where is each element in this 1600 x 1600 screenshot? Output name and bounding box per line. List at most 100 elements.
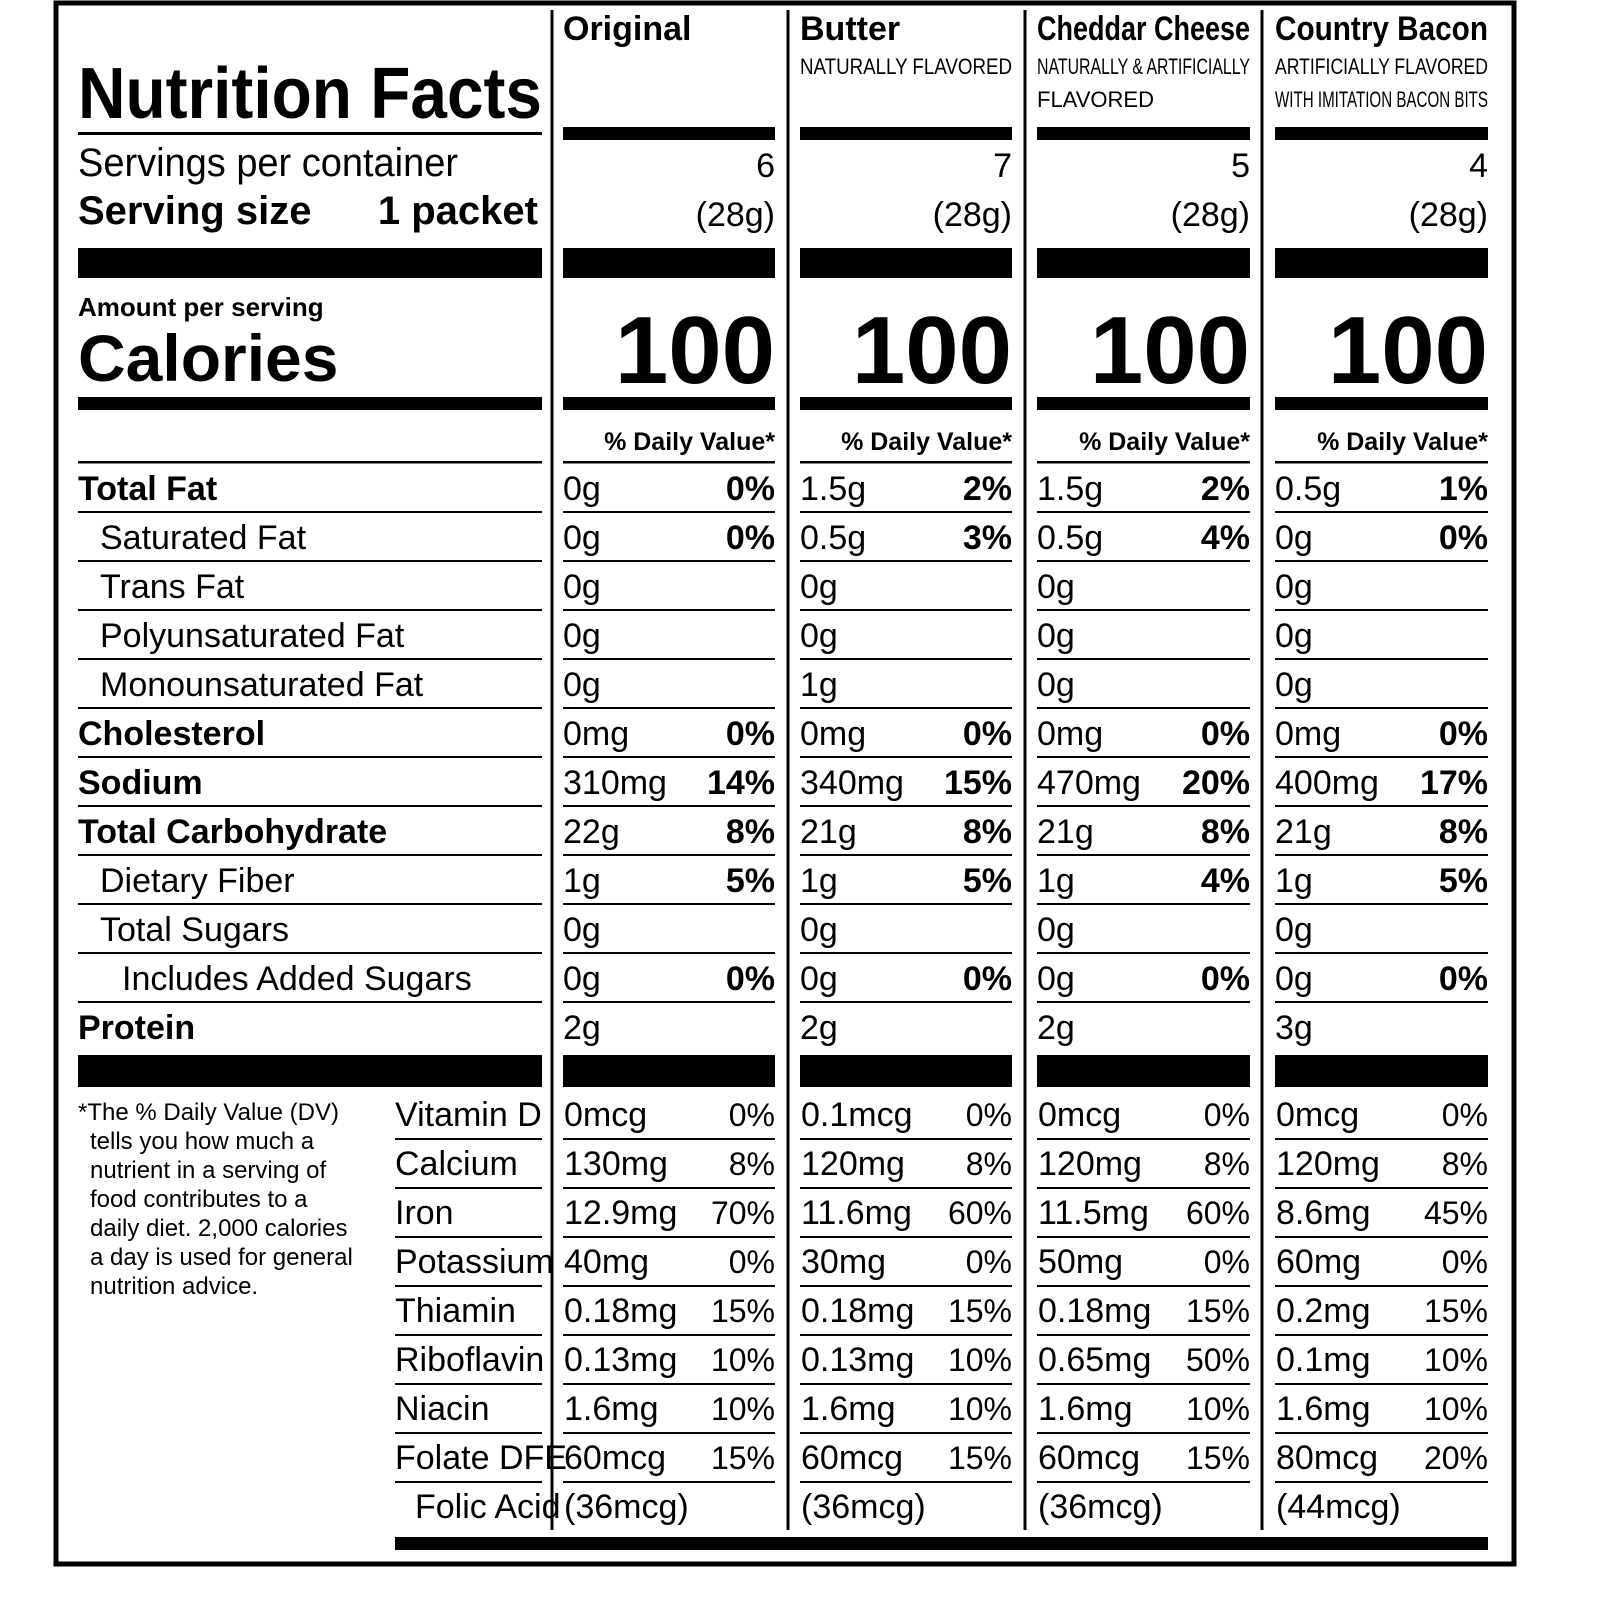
servings-label: Servings per container: [78, 141, 458, 185]
amount: 0mg: [1037, 715, 1103, 753]
row-rule: [800, 511, 1012, 513]
amount: 340mg: [800, 764, 904, 802]
thick-bar: [800, 397, 1012, 410]
vitamin-label: Potassium: [395, 1243, 554, 1281]
amount: 1.6mg: [1038, 1390, 1133, 1428]
vitamin-label: Vitamin D: [395, 1096, 542, 1134]
row-rule: [563, 1383, 775, 1385]
amount: 0mcg: [1038, 1096, 1121, 1134]
thick-bar: [1037, 127, 1250, 140]
daily-value: 10%: [1424, 1391, 1488, 1427]
vitamin-label: Niacin: [395, 1390, 489, 1428]
row-rule: [78, 756, 542, 758]
row-rule: [395, 1432, 542, 1434]
row-rule: [563, 1001, 775, 1003]
row-rule: [395, 1481, 542, 1483]
column-name: Original: [563, 10, 691, 48]
thick-bar: [78, 1055, 542, 1087]
daily-value: 5%: [726, 862, 775, 900]
daily-value: 0%: [1204, 1097, 1250, 1133]
thick-bar: [1275, 397, 1488, 410]
amount: 0mg: [800, 715, 866, 753]
column-name: Cheddar Cheese: [1037, 10, 1250, 48]
daily-value: 3%: [963, 519, 1012, 557]
daily-value: 10%: [948, 1342, 1012, 1378]
amount: 0g: [800, 911, 838, 949]
amount: 0.65mg: [1038, 1341, 1151, 1379]
dv-header: % Daily Value*: [604, 428, 775, 456]
thick-bar: [1275, 248, 1488, 278]
thick-bar: [1275, 1055, 1488, 1087]
row-rule: [1275, 560, 1488, 562]
row-rule: [1275, 658, 1488, 660]
daily-value: 0%: [966, 1244, 1012, 1280]
amount: 0.18mg: [564, 1292, 677, 1330]
servings: 4: [1469, 147, 1488, 185]
amount: 30mg: [801, 1243, 886, 1281]
footnote: nutrition advice.: [90, 1273, 258, 1300]
amount: 12.9mg: [564, 1194, 677, 1232]
amount: (36mcg): [564, 1488, 689, 1526]
amount: 1g: [1037, 862, 1075, 900]
rule: [78, 461, 542, 464]
row-rule: [1037, 1001, 1250, 1003]
daily-value: 0%: [726, 715, 775, 753]
row-rule: [1275, 1138, 1488, 1140]
daily-value: 4%: [1201, 862, 1250, 900]
amount: 2g: [1037, 1009, 1075, 1047]
amount: 120mg: [801, 1145, 905, 1183]
row-rule: [1037, 1383, 1250, 1385]
footnote: daily diet. 2,000 calories: [90, 1215, 347, 1242]
amount: 60mcg: [1038, 1439, 1140, 1477]
daily-value: 15%: [948, 1293, 1012, 1329]
amount: 40mg: [564, 1243, 649, 1281]
daily-value: 15%: [948, 1440, 1012, 1476]
amount: 0g: [1037, 666, 1075, 704]
amount: 0g: [1275, 911, 1313, 949]
row-rule: [78, 854, 542, 856]
dv-header: % Daily Value*: [841, 428, 1012, 456]
row-rule: [395, 1236, 542, 1238]
row-rule: [563, 805, 775, 807]
amount: 60mcg: [564, 1439, 666, 1477]
row-rule: [1037, 1334, 1250, 1336]
daily-value: 17%: [1420, 764, 1488, 802]
amount: 1.6mg: [1276, 1390, 1371, 1428]
daily-value: 50%: [1186, 1342, 1250, 1378]
nutrient-label: Total Carbohydrate: [78, 813, 387, 851]
row-rule: [1037, 854, 1250, 856]
row-rule: [563, 511, 775, 513]
amount: (36mcg): [801, 1488, 926, 1526]
daily-value: 0%: [966, 1097, 1012, 1133]
row-rule: [1275, 854, 1488, 856]
daily-value: 60%: [948, 1195, 1012, 1231]
daily-value: 15%: [711, 1293, 775, 1329]
amount: 11.6mg: [801, 1194, 912, 1232]
row-rule: [563, 1187, 775, 1189]
row-rule: [1275, 756, 1488, 758]
daily-value: 2%: [1201, 470, 1250, 508]
thick-bar: [395, 1537, 1488, 1550]
amount: 0g: [563, 470, 601, 508]
row-rule: [800, 1432, 1012, 1434]
row-rule: [1275, 952, 1488, 954]
daily-value: 0%: [1201, 960, 1250, 998]
calories: 100: [615, 297, 775, 404]
amount: 2g: [800, 1009, 838, 1047]
frame: [53, 0, 1517, 1567]
amount: 470mg: [1037, 764, 1141, 802]
vitamin-label: Folic Acid: [415, 1488, 561, 1526]
row-rule: [1275, 1001, 1488, 1003]
daily-value: 20%: [1424, 1440, 1488, 1476]
column-subtitle: NATURALLY & ARTIFICIALLY: [1037, 54, 1250, 79]
servings: 5: [1231, 147, 1250, 185]
column-divider: [550, 10, 554, 1530]
daily-value: 10%: [1186, 1391, 1250, 1427]
vitamin-label: Riboflavin: [395, 1341, 544, 1379]
servings: 7: [993, 147, 1012, 185]
row-rule: [1275, 1432, 1488, 1434]
amount: 0g: [563, 617, 601, 655]
row-rule: [395, 1138, 542, 1140]
nutrient-label: Monounsaturated Fat: [100, 666, 424, 704]
daily-value: 0%: [1439, 519, 1488, 557]
